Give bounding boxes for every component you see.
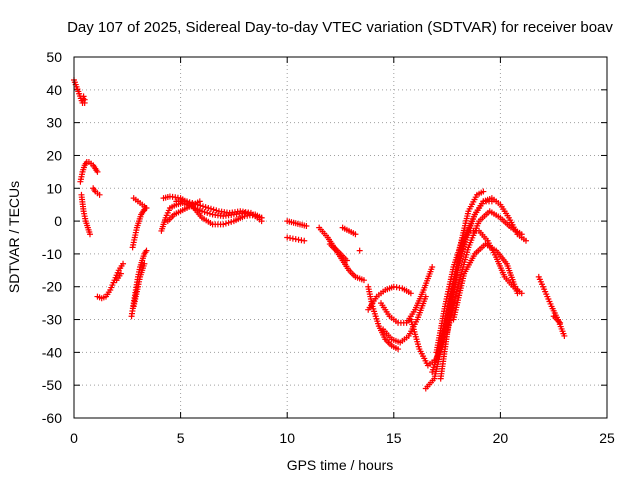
data-point bbox=[429, 264, 436, 271]
data-point bbox=[395, 346, 402, 353]
data-point bbox=[258, 218, 265, 225]
data-point bbox=[81, 99, 88, 106]
series-track-h bbox=[130, 195, 150, 211]
grid-lines bbox=[74, 57, 607, 418]
x-tick-label: 5 bbox=[177, 430, 185, 446]
y-axis-ticks: -60 -50 -40 -30 -20 -10 0 10 20 30 40 50 bbox=[42, 49, 607, 426]
series-track-aa bbox=[444, 208, 525, 336]
data-point bbox=[201, 209, 208, 216]
data-point bbox=[422, 293, 429, 300]
y-tick-label: -20 bbox=[42, 279, 62, 295]
x-tick-label: 10 bbox=[279, 430, 295, 446]
x-tick-label: 15 bbox=[386, 430, 402, 446]
series-track-s bbox=[356, 247, 363, 254]
data-point bbox=[207, 205, 214, 212]
y-axis-label: SDTVAR / TECUs bbox=[6, 181, 22, 293]
y-tick-label: -30 bbox=[42, 312, 62, 328]
data-point bbox=[301, 237, 308, 244]
plot-frame bbox=[73, 56, 608, 419]
series-track-q bbox=[326, 241, 367, 284]
data-point bbox=[186, 199, 193, 206]
series-track-n bbox=[284, 218, 310, 230]
y-tick-label: -60 bbox=[42, 410, 62, 426]
y-tick-label: 20 bbox=[46, 147, 62, 163]
series-track-v bbox=[378, 264, 436, 326]
data-point bbox=[202, 204, 209, 211]
series-track-c bbox=[90, 185, 103, 198]
data-point bbox=[204, 209, 211, 216]
series-track-m bbox=[173, 198, 265, 225]
series-track-r bbox=[339, 224, 359, 238]
data-point bbox=[96, 191, 103, 198]
y-tick-label: -40 bbox=[42, 344, 62, 360]
data-point bbox=[206, 210, 213, 217]
series-early-peak bbox=[71, 76, 88, 106]
x-tick-label: 20 bbox=[493, 430, 509, 446]
series-track-w bbox=[380, 293, 429, 346]
data-point bbox=[143, 247, 150, 254]
y-tick-label: 0 bbox=[54, 213, 62, 229]
data-point bbox=[183, 198, 190, 205]
y-tick-label: 50 bbox=[46, 49, 62, 65]
data-point bbox=[222, 220, 229, 227]
chart-title: Day 107 of 2025, Sidereal Day-to-day VTE… bbox=[67, 19, 613, 36]
data-point bbox=[189, 200, 196, 207]
x-axis-ticks: 0 5 10 15 20 25 bbox=[70, 57, 615, 446]
y-tick-label: -50 bbox=[42, 377, 62, 393]
data-point bbox=[557, 319, 564, 326]
series-track-b bbox=[78, 191, 93, 238]
data-point bbox=[197, 202, 204, 209]
series-track-d bbox=[94, 260, 127, 302]
y-tick-label: 40 bbox=[46, 82, 62, 98]
data-point bbox=[213, 207, 220, 214]
y-tick-label: 30 bbox=[46, 115, 62, 131]
data-point bbox=[561, 332, 568, 339]
series-track-af bbox=[550, 313, 564, 326]
data-point bbox=[303, 223, 310, 230]
series-track-a bbox=[77, 159, 101, 185]
x-axis-label: GPS time / hours bbox=[287, 457, 394, 473]
series-track-ae bbox=[535, 273, 568, 339]
data-point bbox=[191, 200, 198, 207]
data-point bbox=[352, 231, 359, 238]
data-point bbox=[225, 219, 232, 226]
data-point bbox=[86, 231, 93, 238]
data-point bbox=[407, 290, 414, 297]
series-track-i bbox=[130, 260, 148, 310]
data-point bbox=[94, 168, 101, 175]
data-point bbox=[141, 260, 148, 267]
data-point bbox=[228, 218, 235, 225]
series-track-ad bbox=[433, 227, 525, 356]
data-point bbox=[210, 206, 217, 213]
data-point bbox=[120, 260, 127, 267]
y-tick-label: -10 bbox=[42, 246, 62, 262]
data-point bbox=[522, 237, 529, 244]
series-track-o bbox=[284, 234, 308, 244]
data-point bbox=[194, 201, 201, 208]
data-point bbox=[220, 221, 227, 228]
data-point bbox=[518, 290, 525, 297]
data-point bbox=[199, 203, 206, 210]
data-point bbox=[143, 204, 150, 211]
data-point bbox=[80, 93, 87, 100]
series-track-e bbox=[113, 270, 124, 284]
series-track-k bbox=[160, 193, 265, 228]
data-point bbox=[480, 188, 487, 195]
x-tick-label: 25 bbox=[599, 430, 615, 446]
y-tick-label: 10 bbox=[46, 180, 62, 196]
series-track-ac bbox=[437, 195, 529, 382]
data-point bbox=[360, 277, 367, 284]
data-point bbox=[205, 204, 212, 211]
x-tick-label: 0 bbox=[70, 430, 78, 446]
data-point bbox=[117, 270, 124, 277]
series-track-g bbox=[129, 204, 149, 251]
data-points bbox=[71, 76, 568, 392]
series-track-u bbox=[365, 283, 414, 313]
data-point bbox=[356, 247, 363, 254]
data-point bbox=[198, 208, 205, 215]
